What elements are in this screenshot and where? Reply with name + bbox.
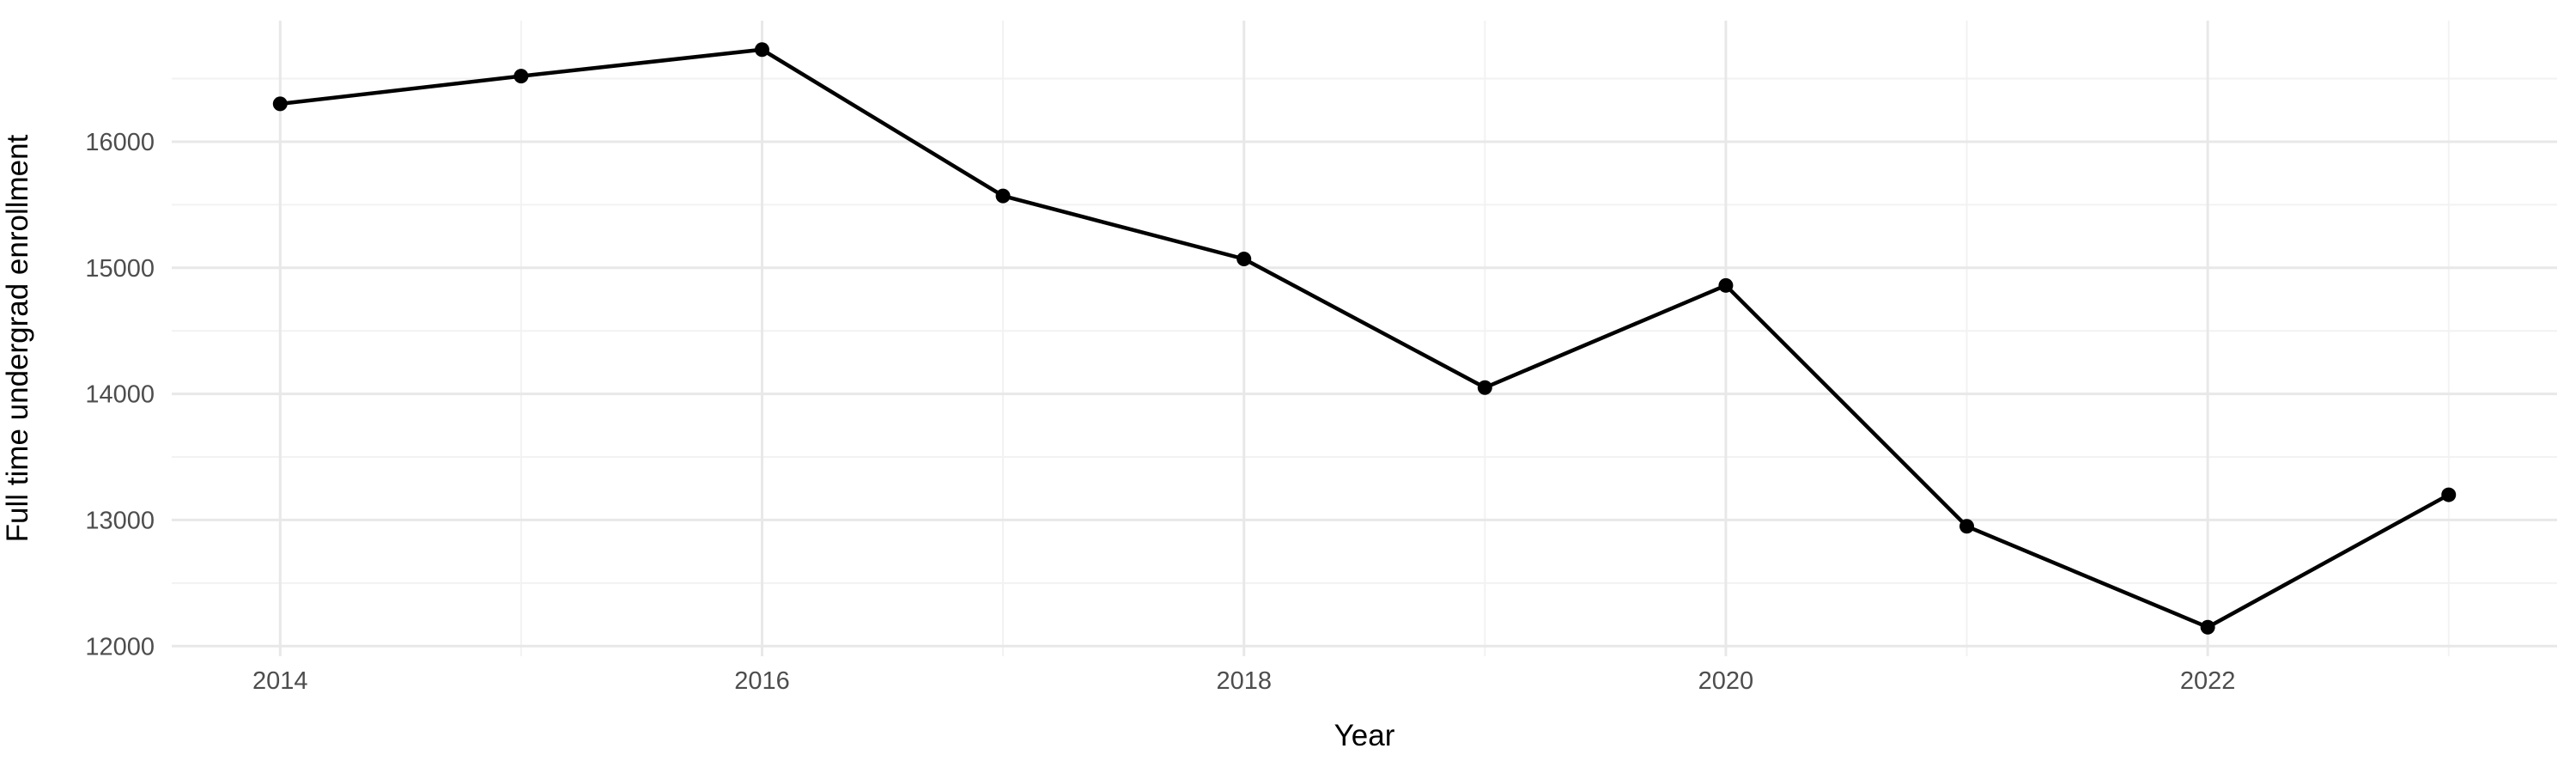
major-gridlines: [172, 21, 2557, 656]
data-point-2017: [995, 188, 1011, 204]
x-tick-label-2018: 2018: [1216, 667, 1272, 695]
enrollment-trend-line: [278, 47, 2451, 630]
data-line-series: [278, 47, 2451, 630]
data-point-2018: [1236, 252, 1252, 266]
y-axis-title: Full time undergrad enrollment: [1, 134, 34, 542]
x-axis-tick-labels: 2014 2016 2018 2020 2022: [252, 667, 2235, 695]
data-point-2022: [2200, 619, 2215, 635]
y-tick-label-15000: 15000: [85, 255, 155, 283]
data-point-2014: [272, 96, 288, 112]
minor-gridlines: [172, 21, 2557, 656]
x-tick-label-2014: 2014: [252, 667, 308, 695]
data-point-2019: [1477, 380, 1492, 395]
x-axis-title: Year: [1334, 719, 1395, 752]
y-axis-tick-labels: 12000 13000 14000 15000 16000: [85, 129, 155, 660]
x-tick-label-2020: 2020: [1698, 667, 1754, 695]
data-point-2016: [754, 42, 769, 58]
x-tick-label-2022: 2022: [2180, 667, 2236, 695]
y-tick-label-13000: 13000: [85, 507, 155, 534]
data-point-2023: [2441, 487, 2457, 502]
y-tick-label-12000: 12000: [85, 633, 155, 660]
data-point-2021: [1959, 519, 1975, 534]
data-point-2015: [513, 69, 529, 84]
y-tick-label-16000: 16000: [85, 129, 155, 156]
x-tick-label-2016: 2016: [734, 667, 790, 695]
data-point-2020: [1718, 277, 1734, 293]
data-points: [272, 42, 2457, 635]
y-tick-label-14000: 14000: [85, 381, 155, 409]
